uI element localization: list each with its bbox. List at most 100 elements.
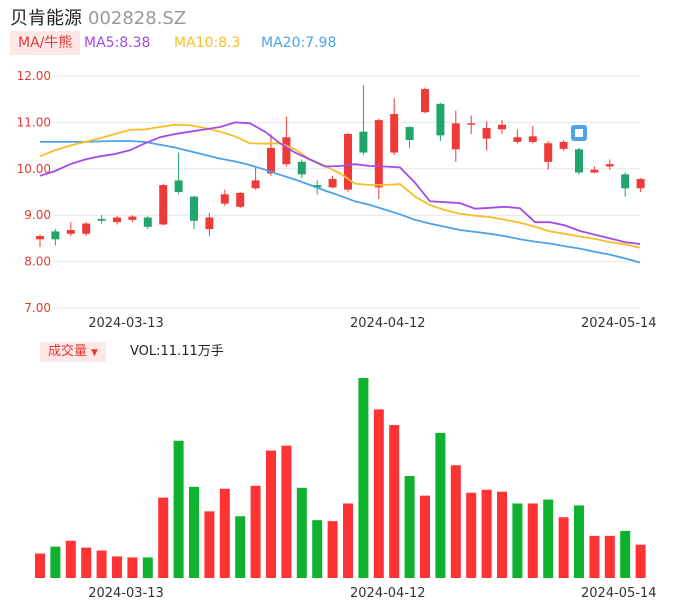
- volume-bar: [466, 492, 477, 578]
- x-tick-label: 2024-05-14: [581, 316, 657, 331]
- volume-x-axis: 2024-03-13 2024-04-12 2024-05-14: [88, 586, 656, 601]
- price-grid: [52, 75, 640, 309]
- volume-bar: [497, 491, 507, 578]
- candle-body: [467, 123, 476, 125]
- volume-bar: [420, 495, 430, 578]
- candle-body: [128, 216, 137, 220]
- y-tick-label: 10.00: [17, 162, 51, 176]
- candle-body: [220, 194, 229, 204]
- volume-bar: [96, 550, 107, 578]
- candle-body: [636, 179, 645, 189]
- candle-body: [174, 180, 183, 192]
- candle-body: [436, 103, 445, 136]
- candle-body: [605, 164, 614, 167]
- volume-bar: [620, 530, 631, 578]
- y-tick-label: 11.00: [17, 115, 51, 129]
- x-tick-label: 2024-03-13: [88, 316, 164, 331]
- volume-bar: [343, 503, 353, 578]
- y-tick-label: 8.00: [24, 255, 51, 269]
- volume-bar: [327, 521, 338, 578]
- candle-body: [97, 218, 106, 221]
- stock-name: 贝肯能源: [10, 8, 82, 29]
- volume-toggle-button[interactable]: 成交量 ▼: [40, 342, 106, 362]
- volume-bar: [281, 445, 292, 578]
- candle-body: [590, 169, 599, 173]
- price-y-axis: 12.00 11.00 10.00 9.00 8.00 7.00: [17, 69, 51, 315]
- volume-bar: [219, 488, 230, 578]
- y-tick-label: 7.00: [24, 301, 51, 315]
- candle-body: [528, 136, 537, 142]
- volume-bar: [635, 544, 646, 578]
- volume-bar: [589, 535, 600, 578]
- x-tick-label: 2024-04-12: [350, 316, 426, 331]
- candles: [36, 85, 645, 247]
- volume-bar: [558, 517, 569, 578]
- candle-body: [66, 230, 75, 234]
- candle-body: [405, 127, 414, 141]
- ma5-line: [39, 121, 641, 245]
- ma20-legend: MA20:7.98: [261, 35, 337, 51]
- candle-body: [143, 217, 152, 227]
- volume-bar: [435, 432, 446, 578]
- candle-body: [190, 196, 198, 221]
- candle-body: [544, 143, 553, 162]
- candle-body: [559, 141, 568, 149]
- caret-down-icon: ▼: [91, 348, 98, 358]
- candle-body: [282, 137, 291, 165]
- candle-body: [482, 127, 491, 139]
- candle-body: [313, 185, 322, 188]
- volume-bar: [142, 557, 153, 578]
- candle-body: [297, 161, 306, 175]
- volume-bar: [312, 520, 323, 578]
- volume-bar: [235, 516, 246, 578]
- candle-body: [575, 149, 583, 173]
- volume-bar: [450, 465, 461, 578]
- stock-title: 贝肯能源 002828.SZ: [10, 4, 186, 30]
- volume-bar: [65, 540, 76, 578]
- volume-bar: [604, 535, 615, 578]
- candle-body: [236, 192, 245, 207]
- candle-body: [328, 179, 337, 188]
- volume-bar: [296, 487, 307, 578]
- volume-bar: [204, 511, 215, 578]
- volume-bar: [358, 378, 369, 578]
- volume-bar: [574, 505, 584, 578]
- volume-bar: [81, 547, 92, 578]
- ma-toggle-button[interactable]: MA/牛熊: [10, 31, 81, 55]
- volume-bar: [512, 503, 523, 578]
- volume-bar: [158, 497, 169, 578]
- volume-bar: [527, 503, 538, 578]
- ma10-legend: MA10:8.3: [174, 35, 241, 51]
- volume-bar: [404, 476, 415, 578]
- moving-average-lines: [39, 121, 641, 264]
- candle-body: [498, 124, 506, 130]
- candle-body: [267, 147, 275, 174]
- candle-body: [374, 120, 383, 188]
- volume-bar: [189, 486, 199, 578]
- candle-body: [344, 134, 352, 190]
- candle-body: [113, 217, 121, 223]
- price-x-axis: 2024-03-13 2024-04-12 2024-05-14: [88, 316, 656, 331]
- ma20-line: [40, 140, 641, 264]
- volume-bar: [266, 450, 276, 578]
- candle-body: [621, 174, 630, 189]
- candle-body: [513, 137, 522, 142]
- x-tick-label: 2024-04-12: [350, 586, 426, 601]
- ma5-legend: MA5:8.38: [84, 35, 151, 51]
- candle-body: [251, 180, 260, 189]
- volume-bar: [173, 440, 184, 578]
- candle-body: [159, 185, 168, 225]
- volume-bars: [35, 378, 646, 578]
- volume-bar: [112, 556, 122, 578]
- candle-body: [451, 123, 460, 150]
- volume-bar: [250, 485, 261, 578]
- news-marker-icon[interactable]: [571, 125, 587, 141]
- volume-bar: [50, 546, 61, 578]
- volume-bar: [35, 553, 45, 578]
- y-tick-label: 12.00: [17, 69, 51, 83]
- volume-bar: [373, 409, 384, 578]
- stock-code: 002828.SZ: [88, 8, 187, 29]
- candle-body: [359, 131, 368, 153]
- x-tick-label: 2024-03-13: [88, 586, 164, 601]
